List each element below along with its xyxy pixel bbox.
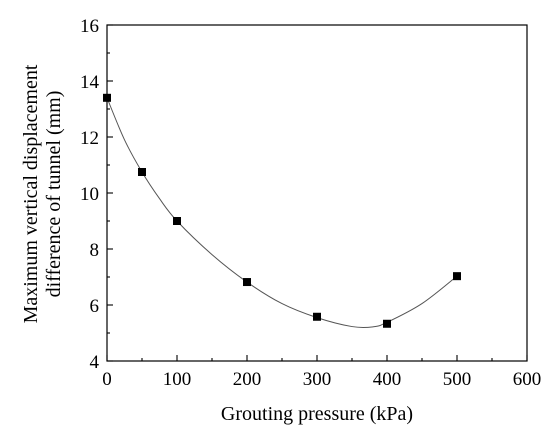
y-tick-label: 6: [90, 296, 100, 317]
data-point: [138, 168, 146, 176]
y-tick-label: 14: [80, 72, 100, 93]
data-point: [243, 278, 251, 287]
x-tick-label: 400: [373, 369, 402, 390]
x-tick-label: 300: [303, 369, 332, 390]
y-tick-label: 16: [80, 16, 99, 37]
y-tick-label: 10: [80, 184, 99, 205]
x-tick-label: 600: [513, 369, 542, 390]
plot-frame: [106, 24, 528, 362]
data-point: [173, 217, 181, 225]
axes: 0 100 200 300 400 500 600 4 6 8 10 12 14 16: [80, 16, 541, 390]
x-tick-label: 200: [233, 369, 262, 390]
x-axis-title: Grouting pressure (kPa): [221, 403, 413, 425]
data-points: [103, 93, 461, 328]
y-axis-title-line-2: difference of tunnel (mm): [43, 91, 65, 298]
y-axis-title-line-1: Maximum vertical displacement: [20, 64, 42, 323]
y-tick-label: 8: [90, 240, 100, 261]
x-tick-label: 500: [443, 369, 472, 390]
data-point: [103, 93, 111, 102]
fit-curve-layer: [106, 97, 458, 329]
data-point: [383, 319, 391, 328]
y-tick-label: 12: [80, 128, 99, 149]
x-tick-label: 0: [102, 369, 112, 390]
data-point: [453, 272, 461, 281]
data-point: [313, 312, 321, 321]
y-tick-label: 4: [90, 352, 100, 373]
x-tick-label: 100: [163, 369, 192, 390]
fit-curve: [106, 97, 458, 329]
